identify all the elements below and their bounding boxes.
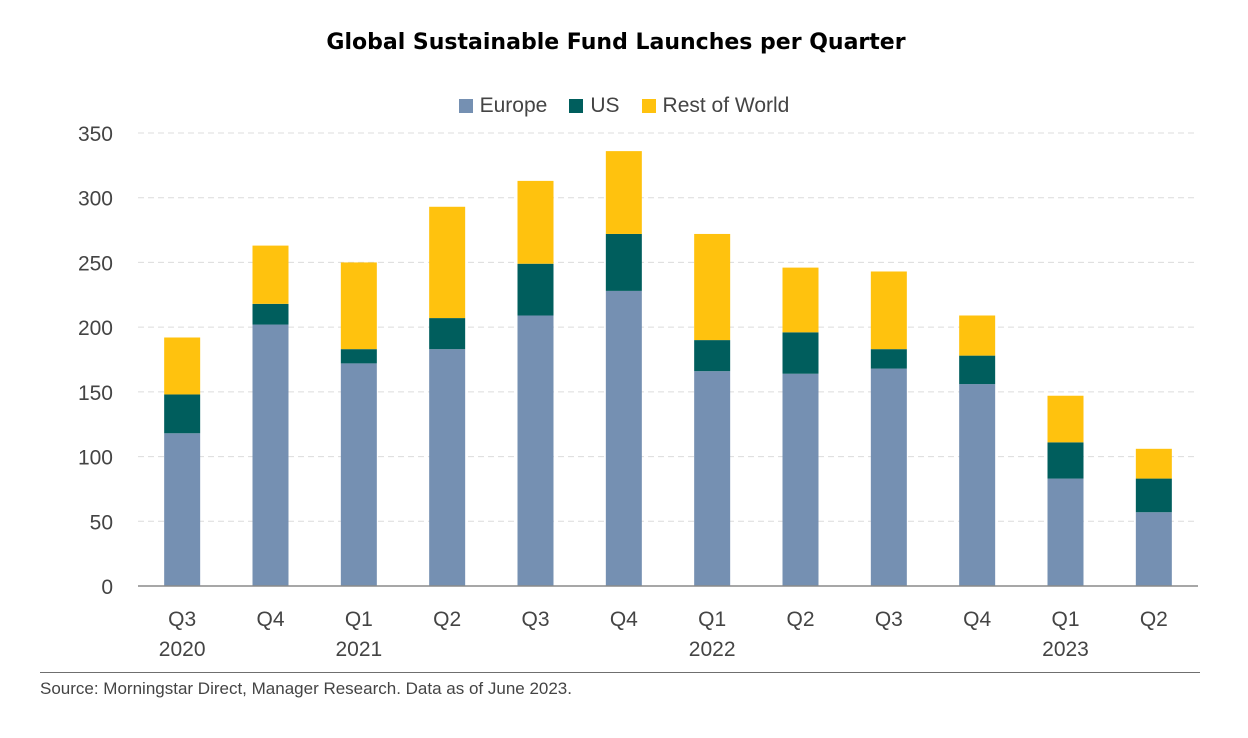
- bar-segment-europe: [694, 371, 731, 586]
- bar-segment-us: [959, 355, 996, 385]
- legend-label-us: US: [590, 94, 620, 117]
- legend-label-europe: Europe: [479, 94, 548, 117]
- y-tick-label: 200: [78, 317, 113, 340]
- bar-segment-rest-of-world: [605, 151, 642, 234]
- bar-segment-rest-of-world: [1047, 395, 1084, 443]
- y-tick-label: 300: [78, 188, 113, 211]
- legend: Europe US Rest of World: [0, 94, 1248, 118]
- x-tick-label: Q3: [521, 608, 549, 631]
- bar-segment-rest-of-world: [959, 315, 996, 356]
- bar-segment-us: [164, 394, 201, 434]
- x-tick-label: Q2: [1140, 608, 1168, 631]
- x-tick-label: Q3: [168, 608, 196, 631]
- bar-segment-us: [517, 263, 554, 316]
- legend-swatch-europe: [458, 99, 473, 113]
- bar-segment-us: [252, 303, 289, 325]
- bar-segment-rest-of-world: [694, 233, 731, 341]
- x-tick-label: Q2: [433, 608, 461, 631]
- y-tick-label: 100: [78, 447, 113, 470]
- bar-segment-europe: [429, 349, 466, 586]
- x-tick-label: Q1: [698, 608, 726, 631]
- bar-segment-rest-of-world: [340, 262, 377, 350]
- bar-segment-europe: [782, 373, 819, 586]
- bar-segment-us: [782, 332, 819, 374]
- bar-segment-us: [870, 349, 907, 369]
- bar-segment-rest-of-world: [782, 267, 819, 333]
- x-tick-year-label: 2022: [689, 638, 736, 661]
- bar-segment-europe: [340, 363, 377, 586]
- y-tick-label: 350: [78, 123, 113, 146]
- legend-item-us: US: [569, 94, 620, 118]
- bar-segment-us: [429, 318, 466, 350]
- bar-segment-europe: [252, 324, 289, 586]
- stacked-bar-chart: 0 50 100 150 200 250 300 350 Q3 2020 Q4 Q1 2021 Q2 Q3 Q…: [78, 123, 1198, 661]
- bar-segment-us: [694, 340, 731, 372]
- y-tick-label: 250: [78, 252, 113, 275]
- legend-swatch-rest-of-world: [641, 99, 656, 113]
- footer-divider: [40, 672, 1200, 673]
- bar-segment-us: [340, 349, 377, 364]
- bar-segment-europe: [1047, 478, 1084, 586]
- bar-segment-us: [1047, 442, 1084, 479]
- bar-segment-rest-of-world: [429, 206, 466, 319]
- bar-segment-rest-of-world: [1135, 448, 1172, 479]
- x-tick-year-label: 2021: [335, 638, 382, 661]
- y-tick-label: 50: [90, 511, 113, 534]
- y-tick-label: 0: [101, 576, 113, 599]
- x-tick-label: Q4: [610, 608, 638, 631]
- x-tick-label: Q1: [345, 608, 373, 631]
- bar-segment-europe: [1135, 512, 1172, 586]
- legend-swatch-us: [569, 99, 584, 113]
- bar-segment-rest-of-world: [164, 337, 201, 395]
- x-tick-label: Q2: [786, 608, 814, 631]
- bar-segment-europe: [605, 290, 642, 586]
- bar-segment-rest-of-world: [870, 271, 907, 350]
- y-tick-label: 150: [78, 382, 113, 405]
- bar-segment-rest-of-world: [517, 180, 554, 264]
- x-tick-label: Q4: [963, 608, 991, 631]
- bar-segment-europe: [959, 384, 996, 586]
- source-note: Source: Morningstar Direct, Manager Rese…: [40, 679, 572, 698]
- x-tick-year-label: 2023: [1042, 638, 1089, 661]
- legend-label-rest-of-world: Rest of World: [662, 94, 790, 117]
- bar-segment-europe: [517, 315, 554, 586]
- bar-segment-us: [1135, 478, 1172, 513]
- legend-item-rest-of-world: Rest of World: [641, 94, 790, 118]
- bar-segment-europe: [164, 433, 201, 586]
- chart-title: Global Sustainable Fund Launches per Qua…: [326, 30, 906, 55]
- bar-segment-europe: [870, 368, 907, 586]
- bar-segment-rest-of-world: [252, 245, 289, 304]
- x-tick-year-label: 2020: [159, 638, 206, 661]
- x-tick-label: Q4: [256, 608, 284, 631]
- x-tick-label: Q1: [1051, 608, 1079, 631]
- x-tick-label: Q3: [875, 608, 903, 631]
- bar-segment-us: [605, 233, 642, 291]
- legend-item-europe: Europe: [458, 94, 548, 118]
